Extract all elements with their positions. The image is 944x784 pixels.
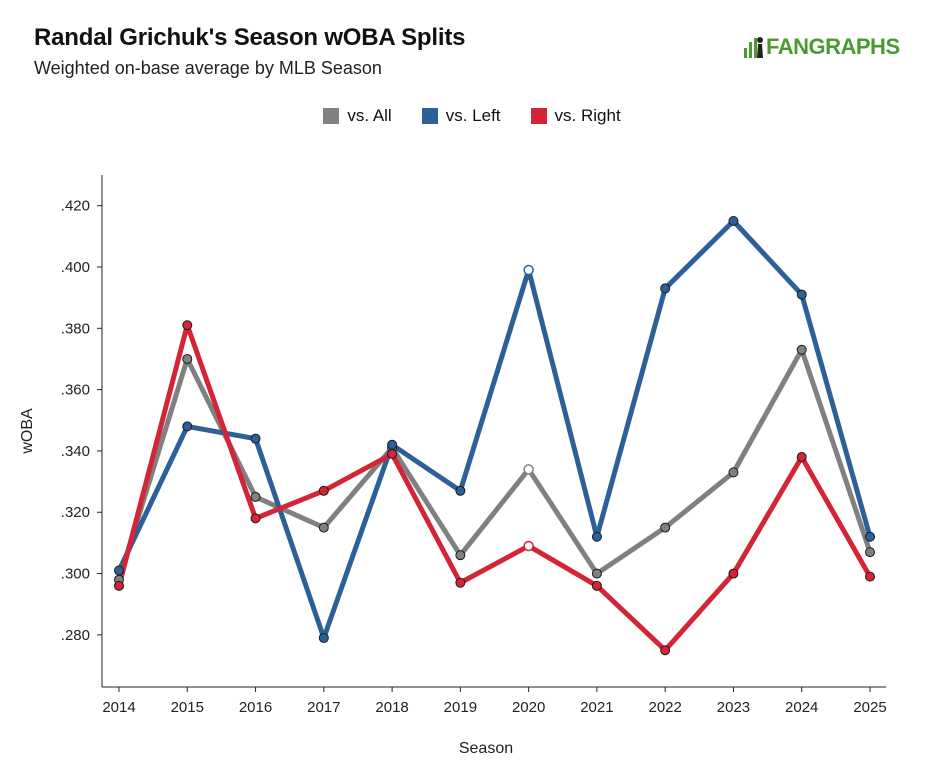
y-tick-label: .420 bbox=[61, 198, 90, 215]
data-point bbox=[250, 433, 261, 444]
data-point bbox=[865, 571, 875, 582]
data-point bbox=[591, 568, 602, 579]
legend: vs. All vs. Left vs. Right bbox=[0, 106, 944, 126]
data-point bbox=[182, 353, 193, 364]
legend-item[interactable]: vs. All bbox=[323, 106, 392, 126]
y-tick-label: .380 bbox=[61, 320, 90, 337]
data-point bbox=[796, 289, 807, 300]
legend-item[interactable]: vs. Left bbox=[421, 106, 501, 126]
x-tick-label: 2022 bbox=[648, 699, 681, 716]
data-point bbox=[865, 531, 875, 542]
x-tick-label: 2019 bbox=[444, 699, 477, 716]
legend-item[interactable]: vs. Right bbox=[530, 106, 621, 126]
data-point bbox=[318, 632, 329, 643]
y-tick-label: .360 bbox=[61, 382, 90, 399]
x-tick-label: 2014 bbox=[102, 699, 135, 716]
y-tick-label: .320 bbox=[61, 504, 90, 521]
x-tick-label: 2021 bbox=[580, 699, 613, 716]
data-point bbox=[523, 540, 534, 552]
data-point bbox=[865, 547, 875, 558]
y-tick-label: .300 bbox=[61, 566, 90, 583]
data-point bbox=[796, 452, 807, 463]
data-point bbox=[660, 283, 671, 294]
x-tick-label: 2020 bbox=[512, 699, 545, 716]
data-point bbox=[591, 531, 602, 542]
data-point bbox=[318, 522, 329, 533]
legend-label: vs. Left bbox=[445, 106, 501, 125]
x-tick-label: 2023 bbox=[717, 699, 750, 716]
data-point bbox=[387, 448, 398, 459]
data-point bbox=[455, 485, 466, 496]
x-tick-label: 2015 bbox=[171, 699, 204, 716]
data-point bbox=[387, 439, 398, 450]
series-line-2 bbox=[116, 322, 873, 653]
x-axis-title: Season bbox=[459, 740, 513, 757]
x-tick-label: 2024 bbox=[785, 699, 818, 716]
data-point bbox=[728, 467, 739, 478]
series-line-0 bbox=[116, 347, 873, 583]
data-point bbox=[728, 215, 739, 226]
x-tick-label: 2018 bbox=[375, 699, 408, 716]
legend-swatch bbox=[421, 108, 438, 124]
data-point bbox=[660, 645, 671, 656]
data-point bbox=[591, 580, 602, 591]
legend-swatch bbox=[323, 108, 340, 124]
x-tick-label: 2017 bbox=[307, 699, 340, 716]
data-point bbox=[455, 550, 466, 561]
legend-swatch bbox=[530, 108, 547, 124]
data-point bbox=[114, 565, 124, 576]
y-tick-label: .280 bbox=[61, 627, 90, 644]
data-point bbox=[318, 485, 329, 496]
logo-text: FANGRAPHS bbox=[766, 34, 900, 59]
legend-label: vs. Right bbox=[554, 106, 621, 125]
y-axis-title: wOBA bbox=[19, 408, 36, 455]
data-point bbox=[523, 264, 534, 276]
fangraphs-logo[interactable]: FANGRAPHS bbox=[744, 34, 900, 60]
data-point bbox=[660, 522, 671, 533]
data-point bbox=[250, 513, 261, 524]
series-line-1 bbox=[116, 218, 873, 641]
fangraphs-logo-icon bbox=[744, 37, 763, 58]
data-point bbox=[728, 568, 739, 579]
data-point bbox=[250, 491, 261, 502]
data-point bbox=[796, 344, 807, 355]
chart-subtitle: Weighted on-base average by MLB Season bbox=[34, 58, 382, 78]
data-point bbox=[455, 577, 466, 588]
y-tick-label: .400 bbox=[61, 259, 90, 276]
x-tick-label: 2025 bbox=[853, 699, 886, 716]
y-tick-label: .340 bbox=[61, 443, 90, 460]
data-point bbox=[182, 320, 193, 331]
chart-title: Randal Grichuk's Season wOBA Splits bbox=[34, 24, 466, 51]
legend-label: vs. All bbox=[347, 106, 392, 125]
data-point bbox=[114, 580, 124, 591]
data-point bbox=[182, 421, 193, 432]
x-tick-label: 2016 bbox=[239, 699, 272, 716]
data-point bbox=[523, 464, 534, 475]
